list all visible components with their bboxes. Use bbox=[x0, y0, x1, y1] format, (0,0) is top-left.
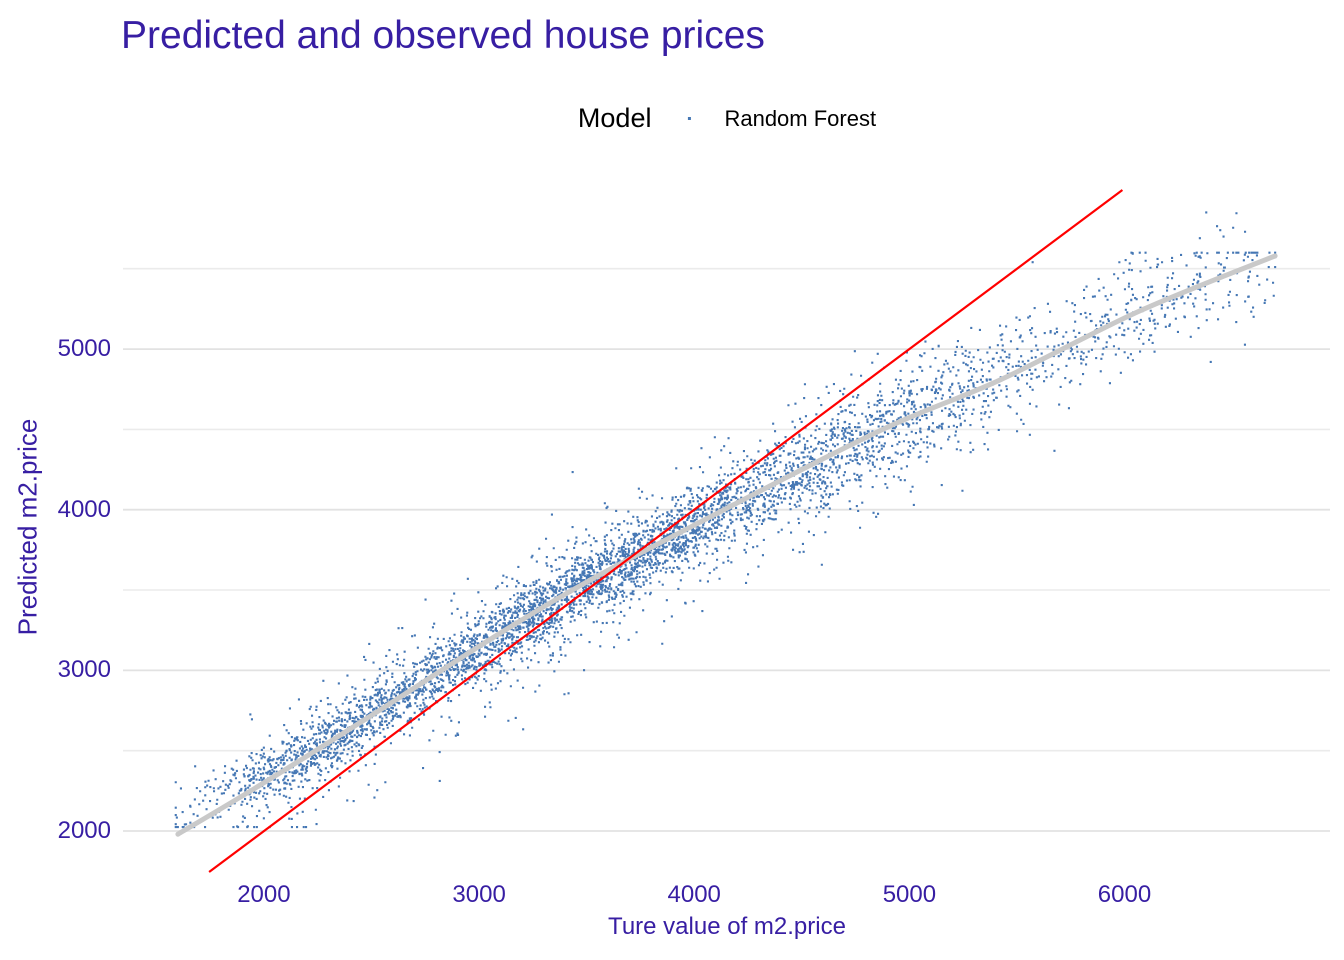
legend-entry-label: Random Forest bbox=[724, 105, 877, 131]
trend-line bbox=[175, 253, 1278, 837]
x-tick-label: 5000 bbox=[882, 881, 937, 908]
x-tick-label: 6000 bbox=[1097, 881, 1152, 908]
y-axis-title: Predicted m2.price bbox=[12, 418, 43, 636]
y-tick-label: 3000 bbox=[57, 656, 111, 684]
legend-title: Model bbox=[577, 103, 652, 133]
y-tick-label: 4000 bbox=[57, 495, 111, 523]
x-tick-label: 4000 bbox=[667, 881, 721, 908]
legend-point-marker-icon bbox=[687, 117, 691, 120]
y-tick-label: 5000 bbox=[57, 335, 111, 363]
x-tick-label: 3000 bbox=[452, 881, 506, 908]
y-tick-label: 2000 bbox=[57, 817, 111, 844]
x-tick-label: 2000 bbox=[237, 881, 291, 908]
chart-title: Predicted and observed house prices bbox=[121, 14, 765, 57]
x-axis-title: Ture value of m2.price bbox=[608, 913, 846, 940]
legend: Model Random Forest bbox=[578, 103, 876, 134]
identity-line bbox=[208, 189, 1124, 873]
